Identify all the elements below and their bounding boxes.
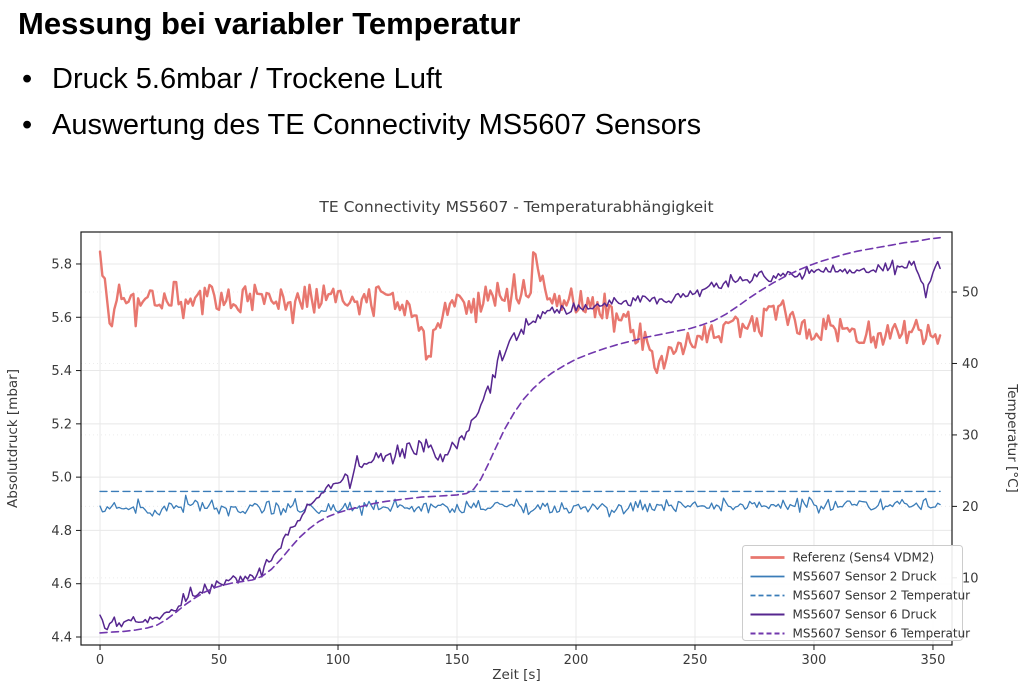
bullet-text: Auswertung des TE Connectivity MS5607 Se… <box>52 109 702 141</box>
series-referenz-sens4-vdm2- <box>98 250 942 375</box>
y-left-tick-label: 5.6 <box>51 311 72 326</box>
y-left-tick-label: 4.6 <box>51 577 72 592</box>
x-tick-label: 300 <box>802 653 827 668</box>
series-ms5607-sensor-2-druck <box>99 494 941 518</box>
y-right-tick-label: 50 <box>962 286 979 301</box>
axis-ticks: 0 50 100 150 200 250 300 350 4.4 4.6 4.8 5.0 5.2 5.4 5… <box>51 257 978 668</box>
x-tick-label: 350 <box>921 653 946 668</box>
chart-title: TE Connectivity MS5607 - Temperaturabhän… <box>318 198 713 216</box>
y-right-tick-label: 10 <box>962 571 979 586</box>
y-left-tick-label: 5.8 <box>51 257 72 272</box>
legend-item: MS5607 Sensor 6 Temperatur <box>750 627 971 641</box>
y-left-tick-label: 4.8 <box>51 524 72 539</box>
bullet-icon: • <box>22 109 33 141</box>
legend-item: MS5607 Sensor 2 Druck <box>750 570 937 584</box>
x-tick-label: 0 <box>96 653 104 668</box>
bullet-item: • Druck 5.6mbar / Trockene Luft <box>22 56 701 102</box>
legend-item: MS5607 Sensor 6 Druck <box>750 608 937 622</box>
y-left-tick-label: 5.2 <box>51 417 72 432</box>
bullet-icon: • <box>22 63 33 95</box>
slide-bullets: • Druck 5.6mbar / Trockene Luft • Auswertu… <box>22 56 701 148</box>
series-ms5607-sensor-6-druck <box>99 259 941 631</box>
slide-title: Messung bei variabler Temperatur <box>18 6 521 41</box>
y-left-tick-label: 4.4 <box>51 631 72 646</box>
chart-legend: Referenz (Sens4 VDM2) MS5607 Sensor 2 Dru… <box>742 545 971 641</box>
bullet-item: • Auswertung des TE Connectivity MS5607 S… <box>22 102 701 148</box>
x-tick-label: 50 <box>211 653 228 668</box>
x-tick-label: 250 <box>683 653 708 668</box>
x-axis-label: Zeit [s] <box>492 667 540 683</box>
x-tick-label: 150 <box>445 653 470 668</box>
y-axis-label-left: Absolutdruck [mbar] <box>5 369 21 508</box>
y-right-tick-label: 30 <box>962 428 979 443</box>
y-axis-label-right: Temperatur [°C] <box>1004 383 1020 493</box>
plot-border <box>80 231 953 646</box>
legend-label: MS5607 Sensor 6 Druck <box>793 608 937 622</box>
y-right-tick-label: 40 <box>962 357 979 372</box>
legend-item: Referenz (Sens4 VDM2) <box>750 551 935 565</box>
series-group <box>98 236 942 634</box>
series-ms5607-sensor-6-temperatur <box>99 236 941 634</box>
legend-label: Referenz (Sens4 VDM2) <box>793 551 935 565</box>
legend-label: MS5607 Sensor 2 Druck <box>793 570 937 584</box>
x-tick-label: 100 <box>326 653 351 668</box>
y-left-tick-label: 5.0 <box>51 471 72 486</box>
y-right-tick-label: 20 <box>962 500 979 515</box>
legend-label: MS5607 Sensor 6 Temperatur <box>793 627 971 641</box>
bullet-text: Druck 5.6mbar / Trockene Luft <box>52 63 443 95</box>
y-left-tick-label: 5.4 <box>51 364 72 379</box>
x-tick-label: 200 <box>564 653 589 668</box>
legend-label: MS5607 Sensor 2 Temperatur <box>793 589 971 603</box>
legend-item: MS5607 Sensor 2 Temperatur <box>750 589 971 603</box>
